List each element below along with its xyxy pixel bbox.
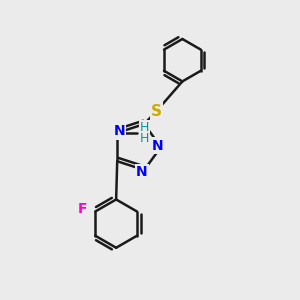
Text: N: N — [136, 165, 148, 179]
Text: H: H — [140, 132, 149, 145]
Text: H: H — [140, 121, 149, 134]
Text: F: F — [78, 202, 88, 216]
Text: S: S — [151, 103, 162, 118]
Text: N: N — [114, 124, 125, 138]
Text: N: N — [152, 139, 163, 153]
